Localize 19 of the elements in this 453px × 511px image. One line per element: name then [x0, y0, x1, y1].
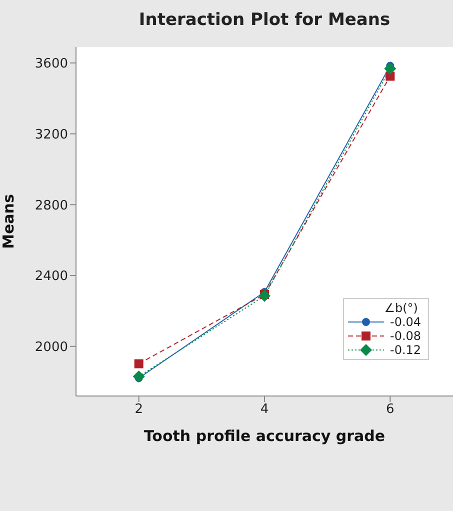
legend-label: -0.04	[390, 315, 422, 329]
point	[258, 290, 270, 302]
legend-label: -0.12	[390, 343, 422, 357]
x-axis-title: Tooth profile accuracy grade	[144, 427, 386, 445]
point	[132, 370, 145, 383]
y-axis-title: Means	[0, 194, 18, 249]
y-tick-label: 2000	[34, 340, 68, 356]
point	[384, 62, 396, 75]
y-tick-label: 2800	[34, 198, 68, 214]
legend-title: ∠b(°)	[383, 301, 419, 315]
y-tick-label: 3600	[34, 56, 68, 72]
chart-title: Interaction Plot for Means	[138, 10, 392, 30]
y-tick-label: 3200	[34, 127, 68, 142]
x-tick-label: 4	[260, 402, 269, 418]
y-tick-label: 2400	[34, 269, 68, 284]
point	[134, 359, 144, 368]
legend-label: -0.08	[390, 329, 422, 343]
x-tick-label: 6	[386, 402, 394, 418]
x-tick-label: 2	[134, 402, 143, 418]
